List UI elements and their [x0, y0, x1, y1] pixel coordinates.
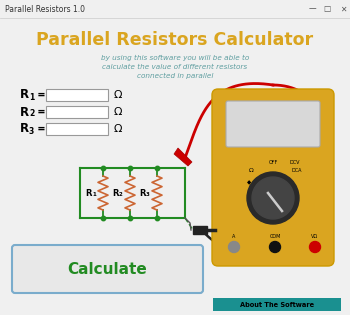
Text: About The Software: About The Software [240, 302, 314, 308]
Text: DCV: DCV [290, 159, 300, 164]
Text: calculate the value of different resistors: calculate the value of different resisto… [103, 64, 247, 70]
Text: Parallel Resistors Calculator: Parallel Resistors Calculator [36, 31, 314, 49]
FancyBboxPatch shape [212, 89, 334, 266]
FancyBboxPatch shape [213, 298, 341, 311]
FancyBboxPatch shape [46, 106, 108, 118]
Text: A: A [232, 233, 236, 238]
Text: Calculate: Calculate [67, 261, 147, 277]
Circle shape [309, 242, 321, 253]
Text: DCA: DCA [292, 169, 302, 174]
Text: connected in parallel: connected in parallel [137, 73, 213, 79]
Text: ✕: ✕ [340, 4, 346, 14]
Text: =: = [34, 107, 46, 117]
Text: 2: 2 [29, 110, 34, 118]
Text: Ω: Ω [114, 107, 122, 117]
Text: Ω: Ω [114, 90, 122, 100]
Circle shape [252, 177, 294, 219]
Text: R: R [85, 188, 91, 198]
Circle shape [229, 242, 239, 253]
Text: □: □ [323, 4, 331, 14]
Text: 2: 2 [119, 192, 123, 198]
Text: 3: 3 [146, 192, 150, 198]
Text: by using this software you will be able to: by using this software you will be able … [101, 55, 249, 61]
Text: ◆: ◆ [247, 180, 251, 186]
Text: Ω: Ω [248, 169, 253, 174]
Text: R: R [139, 188, 146, 198]
Text: R: R [20, 89, 29, 101]
Text: VΩ: VΩ [312, 233, 318, 238]
Text: 3: 3 [29, 127, 34, 135]
Text: R: R [20, 123, 29, 135]
Text: =: = [34, 124, 46, 134]
Text: R: R [112, 188, 119, 198]
Polygon shape [193, 226, 207, 234]
FancyBboxPatch shape [12, 245, 203, 293]
Text: OFF: OFF [268, 159, 278, 164]
FancyBboxPatch shape [46, 89, 108, 101]
FancyBboxPatch shape [46, 123, 108, 135]
Text: COM: COM [269, 233, 281, 238]
Circle shape [270, 242, 280, 253]
Polygon shape [174, 148, 192, 166]
Text: —: — [308, 4, 316, 14]
FancyBboxPatch shape [226, 101, 320, 147]
Text: 1: 1 [92, 192, 96, 198]
Text: =: = [34, 90, 46, 100]
FancyBboxPatch shape [0, 0, 350, 18]
Text: Parallel Resistors 1.0: Parallel Resistors 1.0 [5, 4, 85, 14]
Circle shape [247, 172, 299, 224]
Text: 1: 1 [29, 93, 34, 101]
Text: Ω: Ω [114, 124, 122, 134]
Text: R: R [20, 106, 29, 118]
